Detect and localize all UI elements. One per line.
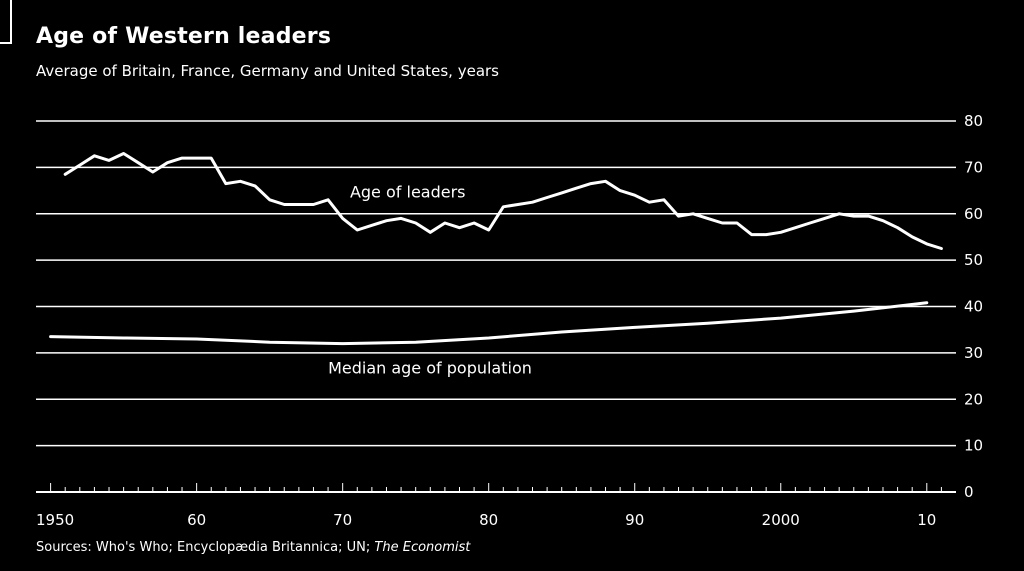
x-tick-label-1980: 80 xyxy=(479,511,498,529)
source-publication: The Economist xyxy=(374,540,471,555)
series-lines xyxy=(49,152,943,346)
series-label-1: Median age of population xyxy=(328,359,532,378)
y-tick-label-40: 40 xyxy=(964,298,983,316)
x-tick-label-1970: 70 xyxy=(333,511,352,529)
y-tick-label-20: 20 xyxy=(964,390,983,408)
y-tick-label-80: 80 xyxy=(964,112,983,130)
y-tick-label-10: 10 xyxy=(964,437,983,455)
x-tick-label-2010: 10 xyxy=(917,511,936,529)
y-tick-label-70: 70 xyxy=(964,158,983,176)
x-tick-label-1990: 90 xyxy=(625,511,644,529)
series-line-0 xyxy=(63,152,943,250)
chart-title: Age of Western leaders xyxy=(36,24,332,49)
source-note: Sources: Who's Who; Encyclopædia Britann… xyxy=(36,540,470,555)
gridlines xyxy=(36,120,956,493)
corner-mark xyxy=(0,0,12,44)
y-tick-label-60: 60 xyxy=(964,205,983,223)
series-label-0: Age of leaders xyxy=(350,183,466,202)
x-tick-label-2000: 2000 xyxy=(762,511,800,529)
y-tick-label-0: 0 xyxy=(964,483,974,501)
x-tick-label-1960: 60 xyxy=(187,511,206,529)
x-axis: 1950 60 70 80 90 2000 10 xyxy=(36,483,942,529)
y-tick-label-30: 30 xyxy=(964,344,983,362)
series-line-1 xyxy=(49,301,929,346)
source-text: Sources: Who's Who; Encyclopædia Britann… xyxy=(36,540,375,555)
chart-subtitle: Average of Britain, France, Germany and … xyxy=(36,62,500,80)
x-tick-label-1950: 1950 xyxy=(36,511,74,529)
y-tick-label-50: 50 xyxy=(964,251,983,269)
series-labels: Age of leaders Median age of population xyxy=(328,183,532,378)
y-tick-labels: 0 10 20 30 40 50 60 70 80 xyxy=(964,112,983,501)
